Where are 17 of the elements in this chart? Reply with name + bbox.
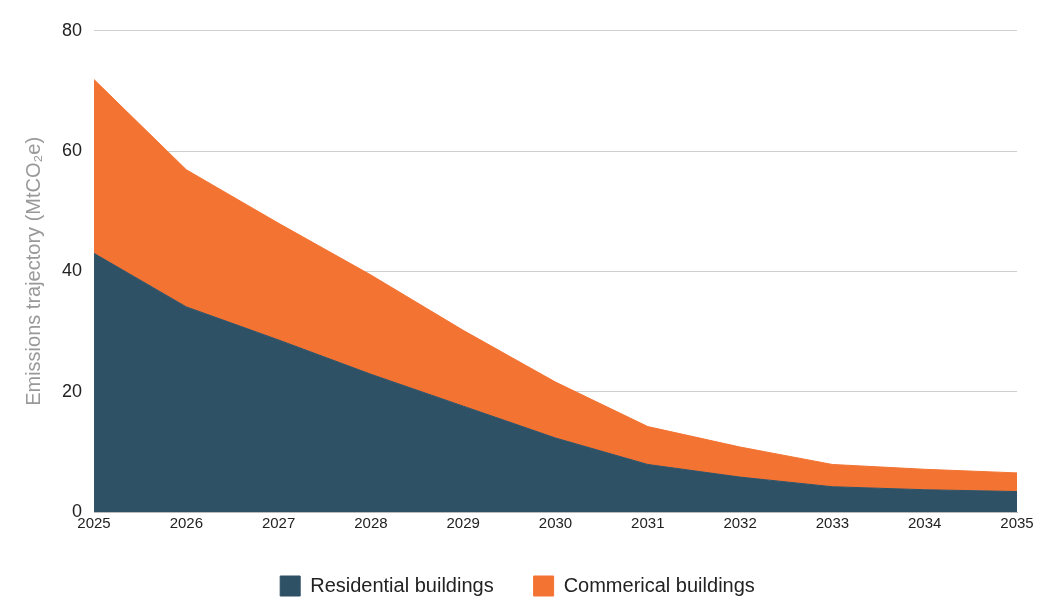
x-tick-label: 2026 <box>169 514 204 532</box>
x-tick-label: 2028 <box>354 514 388 532</box>
x-tick-label: 2034 <box>908 514 942 532</box>
legend-label: Residential buildings <box>310 573 494 596</box>
x-tick-label: 2030 <box>538 514 573 532</box>
x-tick-label: 2032 <box>723 514 757 532</box>
x-tick-label: 2035 <box>1000 514 1034 532</box>
y-tick-label: 80 <box>61 19 83 40</box>
x-tick-label: 2029 <box>446 514 480 532</box>
y-tick-label: 60 <box>61 140 83 161</box>
y-tick-label: 20 <box>61 380 83 401</box>
legend-label: Commerical buildings <box>563 573 755 596</box>
x-tick-label: 2027 <box>261 514 296 532</box>
x-tick-label: 2031 <box>631 514 665 532</box>
y-tick-label: 40 <box>61 260 83 281</box>
y-axis-title: Emissions trajectory (MtCO₂e) <box>21 136 44 406</box>
x-tick-label: 2033 <box>815 514 850 532</box>
